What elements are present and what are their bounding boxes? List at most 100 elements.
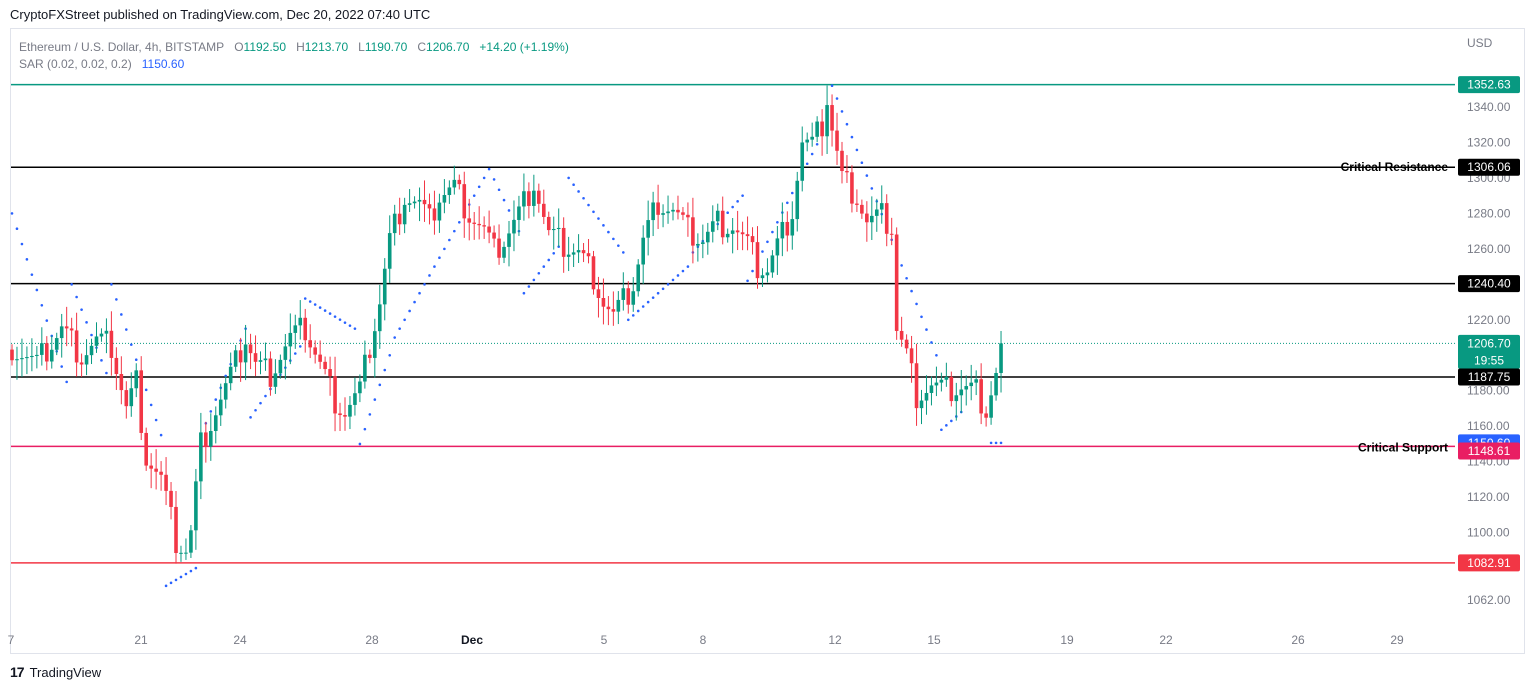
sar-dot [676, 274, 680, 277]
candle-body [35, 354, 39, 356]
sar-dot [433, 265, 436, 268]
x-tick-label: 26 [1291, 633, 1305, 647]
sar-dot [766, 240, 769, 244]
sar-dot [940, 428, 943, 432]
candle-body [646, 220, 650, 238]
candle-body [487, 226, 491, 233]
sar-dot [651, 296, 655, 299]
candle-body [740, 232, 745, 235]
sar-dot [582, 196, 585, 200]
candle-body [924, 392, 929, 401]
sar-dot [602, 224, 605, 227]
candle-body [15, 359, 19, 361]
chart-pane[interactable] [10, 28, 1525, 654]
sar-dot [736, 200, 739, 203]
candle-body [218, 399, 223, 416]
y-tick-label: 1260.00 [1467, 242, 1511, 256]
sar-dot [388, 353, 392, 357]
candle-body [894, 234, 899, 331]
sar-dot [631, 314, 635, 317]
sar-dot [527, 285, 531, 288]
sar-dot [686, 265, 690, 268]
candle-body [696, 243, 700, 246]
footer-brand[interactable]: TradingView [29, 664, 102, 680]
sar-dot [358, 442, 362, 446]
candle-body [134, 370, 139, 389]
candle-body [243, 344, 248, 363]
x-tick-label: 7 [8, 633, 15, 647]
sar-dot [507, 209, 511, 212]
sar-dot [338, 318, 342, 321]
candle-body [805, 139, 809, 143]
sar-dot [348, 324, 352, 327]
candle-body [10, 349, 14, 361]
candle-body [765, 272, 770, 276]
time-axis[interactable]: 7 21 24 28 Dec 5 8 12 15 19 22 26 29 [8, 633, 1404, 647]
symbol-title[interactable]: Ethereum / U.S. Dollar, 4h, BITSTAMP [19, 40, 225, 54]
sar-dot [666, 283, 670, 286]
candle-body [387, 233, 392, 269]
y-tick-label: 1320.00 [1467, 135, 1511, 149]
candle-body [74, 330, 79, 363]
close-label: C [417, 40, 427, 54]
candle-body [527, 191, 531, 206]
x-tick-label: 15 [927, 633, 941, 647]
sar-dot [353, 327, 357, 330]
high-label: H [296, 40, 305, 54]
level-label-1352-text: 1352.63 [1467, 78, 1511, 92]
sar-dots [10, 84, 1003, 588]
x-tick-label: 12 [828, 633, 842, 647]
sar-dot [259, 401, 262, 405]
footer: 17 TradingView [10, 664, 101, 680]
candle-body [30, 355, 34, 358]
candle-body [576, 250, 581, 253]
sar-dot [522, 291, 526, 295]
candle-body [467, 218, 472, 223]
sar-dot [542, 265, 546, 268]
candle-body [348, 404, 352, 417]
candle-body [725, 233, 730, 238]
indicator-title[interactable]: SAR (0.02, 0.02, 0.2) [19, 57, 132, 71]
candle-body [601, 297, 606, 307]
candle-body [144, 432, 148, 466]
candle-body [954, 395, 959, 402]
sar-dot [398, 327, 401, 330]
y-tick-label: 1220.00 [1467, 313, 1511, 327]
candle-body [760, 275, 765, 279]
candle-body [710, 221, 715, 232]
candle-body [959, 389, 964, 396]
currency-label[interactable]: USD [1467, 36, 1493, 50]
candle-body [59, 326, 64, 339]
last-price-label-text: 1206.70 [1467, 336, 1511, 350]
candle-body [606, 306, 611, 310]
candle-body [104, 330, 109, 334]
candle-body [701, 242, 705, 244]
y-tick-label: 1340.00 [1467, 100, 1511, 114]
sar-dot [790, 191, 794, 195]
candle-body [432, 208, 437, 221]
tradingview-logo-icon[interactable]: 17 [10, 664, 25, 680]
sar-dot [845, 122, 849, 126]
sar-dot [313, 303, 317, 306]
sar-dot [408, 309, 411, 313]
candle-body [522, 191, 526, 207]
sar-dot [164, 584, 168, 588]
candle-body [581, 250, 586, 254]
sar-dot [477, 185, 481, 189]
sar-dot [930, 341, 933, 344]
candle-body [25, 357, 29, 359]
level-label-1240-box [1458, 275, 1520, 293]
x-tick-label: 29 [1390, 633, 1404, 647]
candle-body [139, 370, 144, 433]
sar-dot [835, 97, 839, 100]
candle-body [402, 204, 407, 225]
sar-dot [492, 178, 496, 181]
sar-dot [224, 374, 228, 378]
candle-body [984, 413, 988, 418]
candle-body [681, 212, 685, 215]
sar-dot [423, 283, 426, 286]
sar-dot [134, 358, 138, 362]
sar-dot [110, 283, 113, 286]
level-label-1352-box [1458, 76, 1520, 94]
